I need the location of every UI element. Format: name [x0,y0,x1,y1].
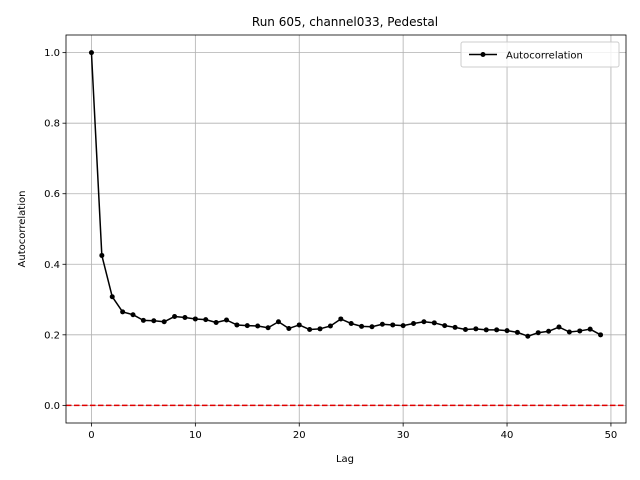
data-point [494,327,500,333]
data-point [411,321,417,327]
data-point [307,327,313,333]
data-point [182,315,188,321]
data-point [192,316,198,322]
grid-lines [66,35,626,423]
y-tick-label: 0.2 [44,330,60,341]
x-tick-label: 0 [88,430,94,441]
x-tick-label: 10 [189,430,202,441]
data-point [120,309,126,315]
data-point [140,317,146,323]
data-point [275,319,281,325]
data-point [359,323,365,329]
data-point [577,328,583,334]
data-point [151,318,157,324]
data-point [483,327,489,333]
data-point [566,329,572,335]
data-point [244,323,250,329]
data-point [452,324,458,330]
data-point [598,332,604,338]
x-tick-label: 20 [293,430,306,441]
y-tick-label: 0.6 [44,189,60,200]
data-point [535,330,541,336]
data-point [556,324,562,330]
y-tick-label: 1.0 [44,48,60,59]
data-point [338,316,344,322]
data-point [473,326,479,332]
data-point [224,317,230,323]
data-point [546,328,552,334]
data-point [348,321,354,327]
data-point [130,312,136,318]
x-tick-label: 30 [397,430,410,441]
data-point [379,321,385,327]
y-tick-label: 0.0 [44,401,60,412]
data-point [255,323,261,329]
legend-box [460,41,620,68]
data-point [99,252,105,258]
data-point [203,317,209,323]
data-point [504,328,510,334]
data-point [109,294,115,300]
data-point [462,327,468,333]
chart-title: Run 605, channel033, Pedestal [252,15,438,29]
x-tick-label: 50 [605,430,618,441]
legend-marker-sample [480,52,486,57]
x-axis-title: Lag [336,454,354,465]
data-point [442,323,448,329]
data-point [587,326,593,332]
series-group [88,50,604,339]
data-point [88,50,94,56]
data-point [514,329,520,335]
data-point [161,319,167,325]
y-tick-label: 0.8 [44,119,60,130]
data-point [525,333,531,339]
plot-frame [65,34,627,424]
legend-label: Autocorrelation [506,51,583,62]
data-point [327,323,333,329]
axis-ticks: 0 10 20 30 40 50 0.0 0.2 0.4 0.6 0.8 1.0 [44,48,617,441]
y-tick-label: 0.4 [44,260,60,271]
data-point [172,313,178,319]
data-point [369,324,375,330]
data-point [213,319,219,325]
data-point [286,325,292,331]
data-point [234,322,240,328]
x-tick-label: 40 [501,430,514,441]
data-point [390,322,396,328]
data-point [265,325,271,331]
data-point [421,319,427,325]
data-point [317,326,323,332]
data-point [400,323,406,329]
data-point [431,320,437,326]
legend: Autocorrelation [460,41,620,68]
plot-area [66,35,626,423]
y-axis-title: Autocorrelation [17,191,28,268]
data-point [296,322,302,328]
